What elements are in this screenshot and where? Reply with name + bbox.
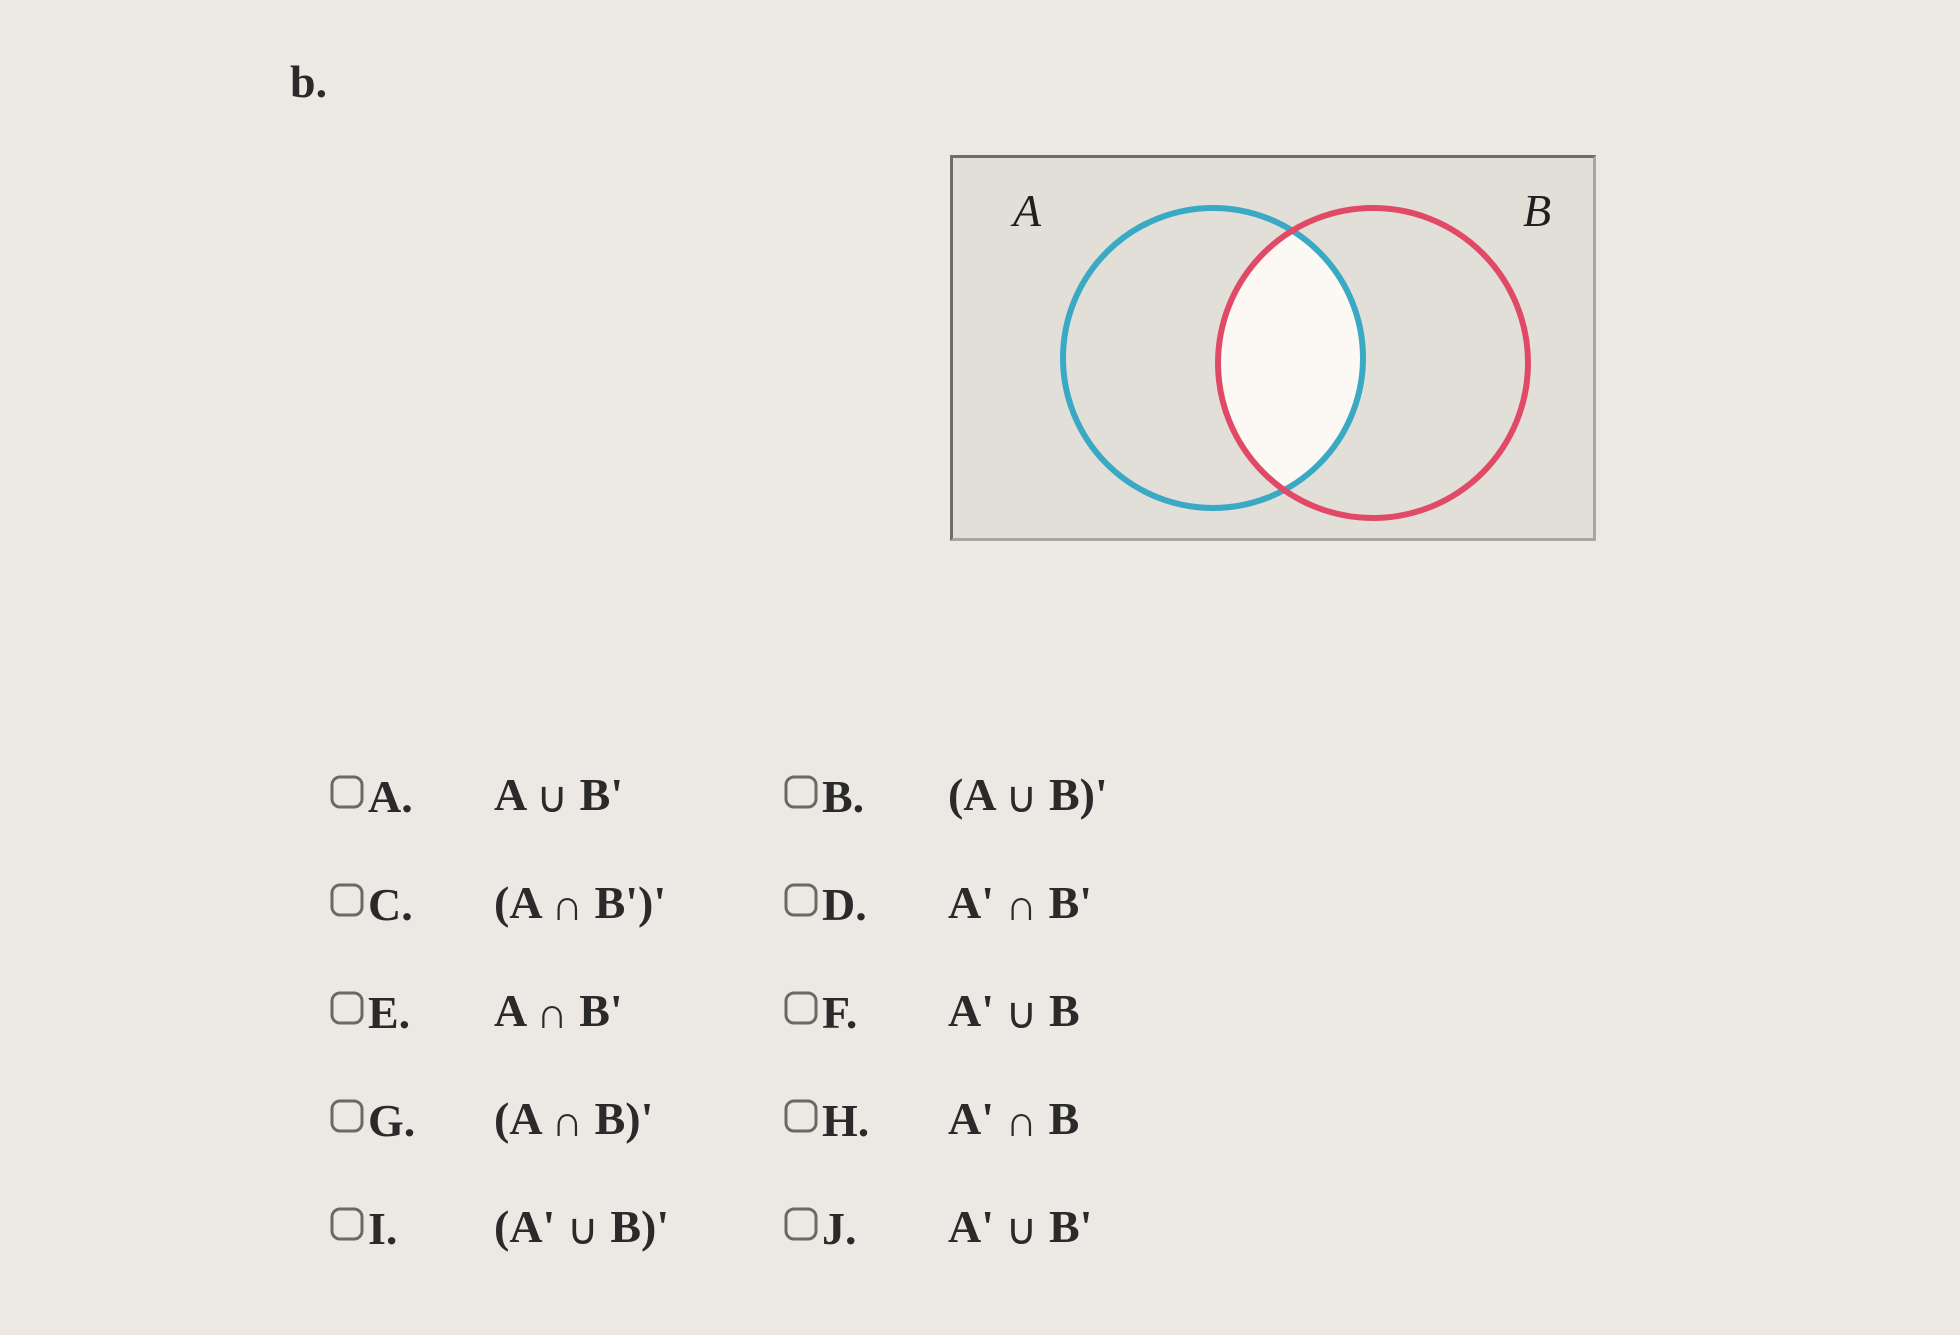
choice-letter-B: B. <box>822 770 864 823</box>
choice-expr-B: (A ∪ B)' <box>948 769 1108 820</box>
venn-diagram: A B <box>950 155 1596 541</box>
venn-label-a: A <box>1013 184 1041 237</box>
choice-letter-H: H. <box>822 1094 869 1147</box>
choice-letter-F: F. <box>822 986 857 1039</box>
choice-letter-E: E. <box>368 986 410 1039</box>
choice-expr-G: (A ∩ B)' <box>494 1093 653 1144</box>
choice-checkbox-F[interactable] <box>784 982 822 1033</box>
choice-letter-D: D. <box>822 878 867 931</box>
choice-expr-C: (A ∩ B')' <box>494 877 666 928</box>
choice-checkbox-E[interactable] <box>330 982 368 1033</box>
choice-checkbox-A[interactable] <box>330 766 368 817</box>
choice-expr-H: A' ∩ B <box>948 1093 1079 1144</box>
choice-expr-F: A' ∪ B <box>948 985 1080 1036</box>
choice-checkbox-C[interactable] <box>330 874 368 925</box>
page: b. A B A. A ∪ B' B. (A ∪ B)' C. (A ∩ B')' D. A'… <box>0 0 1960 1335</box>
choice-letter-G: G. <box>368 1094 415 1147</box>
choice-checkbox-G[interactable] <box>330 1090 368 1141</box>
choice-letter-C: C. <box>368 878 413 931</box>
choice-expr-E: A ∩ B' <box>494 985 623 1036</box>
choice-letter-I: I. <box>368 1202 397 1255</box>
choice-checkbox-B[interactable] <box>784 766 822 817</box>
choices-block: A. A ∪ B' B. (A ∪ B)' C. (A ∩ B')' D. A' ∩ B' E.… <box>330 740 1108 1280</box>
choice-letter-A: A. <box>368 770 413 823</box>
choice-expr-D: A' ∩ B' <box>948 877 1092 928</box>
choice-expr-A: A ∪ B' <box>494 769 623 820</box>
choices-table: A. A ∪ B' B. (A ∪ B)' C. (A ∩ B')' D. A' ∩ B' E.… <box>330 740 1108 1280</box>
venn-svg <box>953 158 1593 538</box>
choice-checkbox-D[interactable] <box>784 874 822 925</box>
question-label: b. <box>290 55 327 108</box>
choice-letter-J: J. <box>822 1202 857 1255</box>
choice-checkbox-I[interactable] <box>330 1198 368 1249</box>
choice-checkbox-J[interactable] <box>784 1198 822 1249</box>
choice-expr-I: (A' ∪ B)' <box>494 1201 669 1252</box>
venn-label-b: B <box>1523 184 1551 237</box>
choice-expr-J: A' ∪ B' <box>948 1201 1092 1252</box>
choice-checkbox-H[interactable] <box>784 1090 822 1141</box>
